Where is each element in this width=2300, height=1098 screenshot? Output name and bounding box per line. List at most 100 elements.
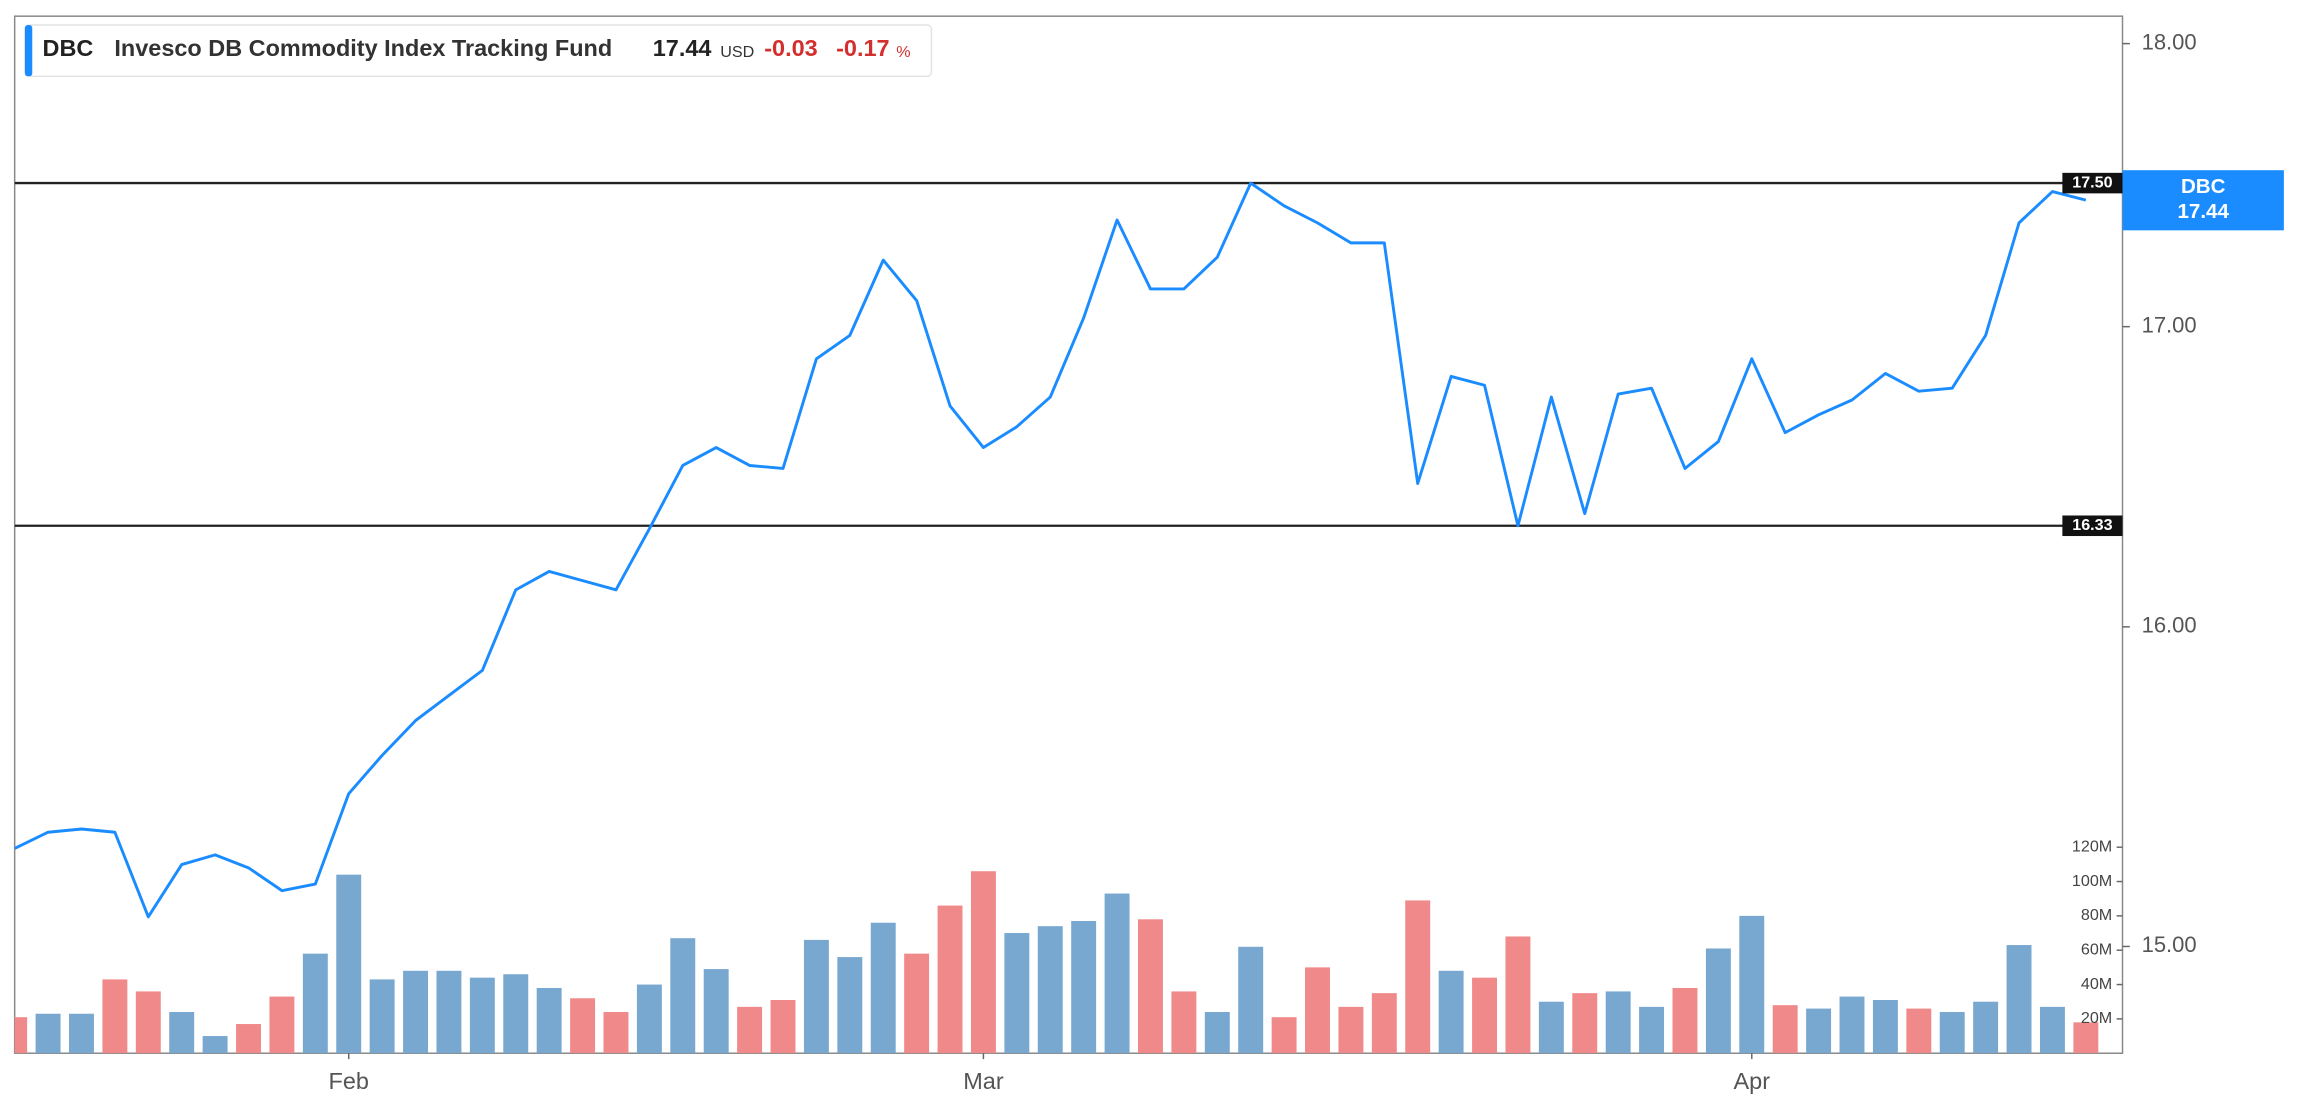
volume-bar bbox=[970, 871, 996, 1054]
volume-bar bbox=[1572, 993, 1598, 1054]
volume-bar bbox=[1705, 948, 1731, 1054]
volume-bar bbox=[14, 1017, 28, 1054]
volume-bar bbox=[1104, 893, 1130, 1054]
volume-bar bbox=[336, 874, 362, 1054]
reference-label-box bbox=[2062, 515, 2123, 537]
y2-tick-label: 80M bbox=[2081, 906, 2112, 924]
volume-bar bbox=[2039, 1006, 2065, 1054]
x-tick-label: Mar bbox=[963, 1068, 1004, 1094]
volume-bar bbox=[803, 939, 829, 1054]
price-tag-price: 17.44 bbox=[2178, 200, 2230, 223]
reference-label-box bbox=[2062, 172, 2123, 194]
volume-bar bbox=[737, 1006, 763, 1054]
volume-bar bbox=[870, 922, 896, 1054]
legend-change: -0.03 bbox=[764, 35, 817, 61]
price-layer bbox=[14, 181, 2123, 919]
volume-bar bbox=[2006, 945, 2032, 1054]
volume-bar bbox=[1772, 1005, 1798, 1054]
legend-swatch bbox=[24, 24, 33, 77]
volume-bar bbox=[1605, 991, 1631, 1054]
legend-fund-name: Invesco DB Commodity Index Tracking Fund bbox=[114, 35, 612, 61]
y-tick-label: 15.00 bbox=[2142, 932, 2197, 957]
volume-bar bbox=[236, 1024, 261, 1054]
volume-bar bbox=[837, 957, 863, 1054]
volume-bar bbox=[503, 974, 529, 1054]
y2-tick-label: 120M bbox=[2072, 837, 2112, 855]
volume-bar bbox=[1171, 991, 1197, 1054]
volume-bar bbox=[1438, 970, 1464, 1054]
volume-bar bbox=[603, 1012, 629, 1054]
volume-bar bbox=[1405, 900, 1431, 1054]
y-tick-label: 16.00 bbox=[2142, 613, 2197, 638]
volume-bar bbox=[1872, 999, 1898, 1054]
volume-bar bbox=[636, 984, 662, 1054]
legend-change-percent: -0.17 bbox=[836, 35, 889, 61]
legend-ticker: DBC bbox=[43, 35, 94, 61]
reference-label: 16.33 bbox=[2072, 516, 2112, 534]
volume-bar bbox=[1271, 1017, 1297, 1054]
volume-bar bbox=[904, 953, 930, 1054]
price-tag-ticker: DBC bbox=[2181, 175, 2226, 198]
volume-bar bbox=[536, 987, 562, 1054]
price-line bbox=[14, 181, 2087, 919]
volume-bar bbox=[269, 996, 295, 1054]
volume-bars bbox=[14, 871, 2099, 1054]
volume-bar bbox=[1839, 996, 1865, 1054]
volume-bar bbox=[1939, 1012, 1965, 1054]
volume-bar bbox=[403, 970, 429, 1054]
reference-label: 17.50 bbox=[2072, 173, 2112, 191]
volume-bar bbox=[469, 977, 495, 1054]
volume-bar bbox=[1238, 946, 1264, 1054]
volume-bar bbox=[69, 1013, 94, 1054]
legend: DBC Invesco DB Commodity Index Tracking … bbox=[24, 24, 933, 78]
x-tick-label: Feb bbox=[329, 1068, 369, 1094]
volume-bar bbox=[570, 998, 596, 1054]
y2-tick-label: 100M bbox=[2072, 872, 2112, 890]
volume-bar bbox=[1505, 936, 1531, 1054]
volume-bar bbox=[770, 999, 796, 1054]
volume-bar bbox=[1739, 915, 1765, 1054]
volume-bar bbox=[1639, 1006, 1665, 1054]
volume-bar bbox=[1973, 1001, 1999, 1054]
volume-bar bbox=[1305, 967, 1330, 1054]
volume-bar bbox=[670, 938, 696, 1054]
y2-tick-label: 40M bbox=[2081, 975, 2112, 993]
legend-price: 17.44 bbox=[653, 35, 712, 61]
x-tick-label: Apr bbox=[1734, 1068, 1771, 1094]
y2-tick-label: 60M bbox=[2081, 940, 2112, 958]
y-tick-label: 18.00 bbox=[2142, 29, 2197, 54]
volume-bar bbox=[937, 905, 963, 1054]
volume-bar bbox=[1472, 977, 1498, 1054]
volume-bar bbox=[1806, 1008, 1832, 1054]
volume-bar bbox=[1138, 919, 1163, 1054]
volume-bar bbox=[169, 1012, 195, 1054]
volume-bar bbox=[1338, 1006, 1364, 1054]
axes: 15.00 16.00 17.00 18.00 20M 40M 60M 80M 100M 120M… bbox=[329, 29, 2197, 1093]
volume-bar bbox=[1371, 993, 1397, 1054]
legend-currency: USD bbox=[720, 43, 754, 61]
volume-bar bbox=[703, 969, 729, 1054]
volume-bar bbox=[1204, 1012, 1230, 1054]
plot-frame bbox=[13, 15, 2124, 1054]
volume-bar bbox=[102, 979, 128, 1054]
volume-bar bbox=[202, 1036, 228, 1054]
volume-bar bbox=[436, 970, 462, 1054]
volume-bar bbox=[1004, 933, 1030, 1054]
volume-bar bbox=[1071, 921, 1097, 1054]
y2-tick-label: 20M bbox=[2081, 1009, 2112, 1027]
volume-bar bbox=[35, 1013, 61, 1054]
volume-bar bbox=[302, 953, 328, 1054]
volume-bar bbox=[1672, 987, 1698, 1054]
volume-bar bbox=[1037, 926, 1063, 1054]
volume-bar bbox=[369, 979, 395, 1054]
volume-bar bbox=[1538, 1001, 1564, 1054]
price-tag-box bbox=[2122, 170, 2284, 231]
volume-bar bbox=[1906, 1008, 1932, 1054]
price-tag: DBC 17.44 bbox=[2122, 170, 2284, 231]
volume-bar bbox=[2073, 1022, 2099, 1054]
volume-bar bbox=[135, 991, 161, 1054]
legend-percent-unit: % bbox=[896, 43, 910, 61]
y-tick-label: 17.00 bbox=[2142, 312, 2197, 337]
